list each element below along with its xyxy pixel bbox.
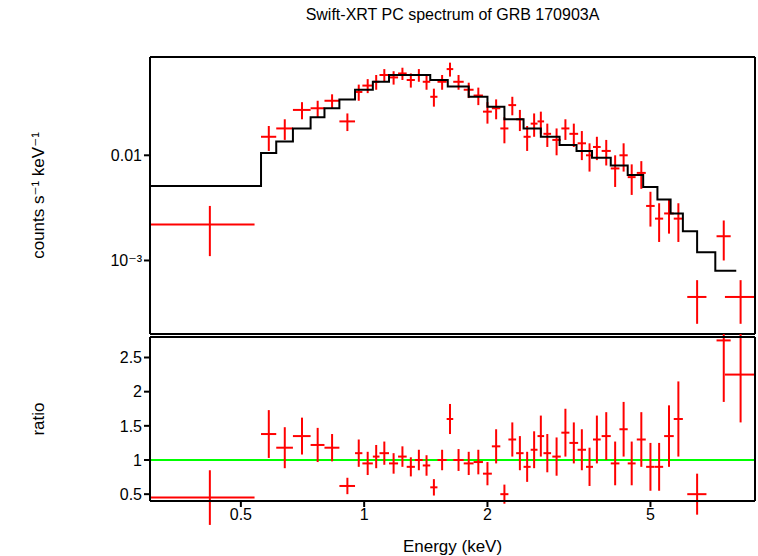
svg-text:2: 2: [133, 383, 142, 400]
html-text:Swift-XRT PC spectrum of GRB 1: Swift-XRT PC spectrum of GRB 170903A: [305, 6, 600, 23]
svg-text:1.5: 1.5: [120, 418, 142, 435]
svg-text:0.5: 0.5: [230, 506, 252, 523]
svg-text:counts s⁻¹ keV⁻¹: counts s⁻¹ keV⁻¹: [29, 132, 48, 259]
svg-text:10⁻³: 10⁻³: [110, 252, 142, 269]
svg-text:2: 2: [483, 506, 492, 523]
svg-text:Energy (keV): Energy (keV): [403, 537, 502, 556]
svg-text:0.5: 0.5: [120, 486, 142, 503]
svg-text:0.01: 0.01: [111, 147, 142, 164]
svg-text:1: 1: [133, 452, 142, 469]
svg-text:2.5: 2.5: [120, 349, 142, 366]
svg-text:5: 5: [646, 506, 655, 523]
svg-text:ratio: ratio: [29, 402, 48, 435]
svg-text:1: 1: [360, 506, 369, 523]
